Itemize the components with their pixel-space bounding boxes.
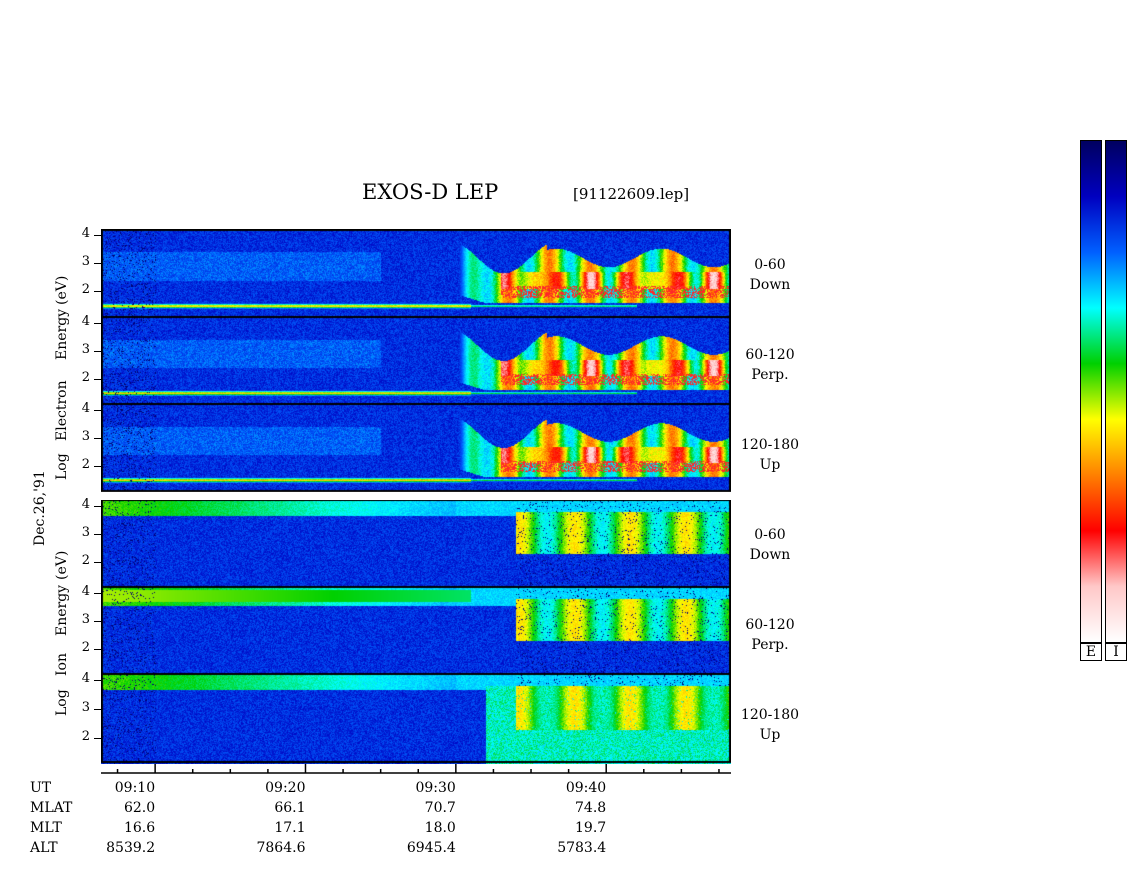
panel-label-i-up: 120-180 Up bbox=[740, 707, 800, 743]
orbit-cell-mlt: 19.7 bbox=[575, 820, 607, 836]
file-id: [91122609.lep] bbox=[573, 185, 690, 203]
y-tick-mark bbox=[94, 533, 101, 535]
electron-axis-log: Log bbox=[54, 453, 70, 480]
row-label-alt: ALT bbox=[30, 840, 58, 856]
y-tick-mark bbox=[94, 291, 101, 293]
y-tick-mark bbox=[94, 234, 101, 236]
y-tick-mark bbox=[94, 648, 101, 650]
orbit-cell-mlat: 66.1 bbox=[274, 800, 306, 816]
y-tick-mark bbox=[94, 409, 101, 411]
orbit-cell-mlt: 16.6 bbox=[123, 820, 156, 836]
orbit-cell-mlt: 18.0 bbox=[424, 820, 456, 836]
y-tick-label: 4 bbox=[81, 225, 90, 241]
orbit-cell-ut: 09:10 bbox=[114, 780, 156, 796]
y-tick-label: 4 bbox=[81, 670, 90, 686]
y-tick-mark bbox=[94, 561, 101, 563]
y-tick-label: 2 bbox=[81, 369, 90, 385]
y-tick-mark bbox=[94, 679, 101, 681]
ion-axis-unit: (eV) bbox=[54, 550, 70, 580]
orbit-cell-alt: 8539.2 bbox=[106, 840, 156, 856]
ion-axis-ion: Ion bbox=[54, 653, 70, 676]
y-tick-label: 4 bbox=[81, 313, 90, 329]
y-tick-label: 3 bbox=[81, 341, 90, 357]
orbit-cell-mlat: 70.7 bbox=[424, 800, 456, 816]
y-tick-mark bbox=[94, 350, 101, 352]
panel-label-i-perp: 60-120 Perp. bbox=[745, 617, 795, 653]
y-tick-mark bbox=[94, 378, 101, 380]
orbit-cell-alt: 7864.6 bbox=[256, 840, 306, 856]
y-tick-label: 3 bbox=[81, 254, 90, 270]
y-tick-label: 3 bbox=[81, 428, 90, 444]
orbit-cell-ut: 09:30 bbox=[415, 780, 456, 796]
row-label-ut: UT bbox=[30, 780, 52, 796]
y-tick-mark bbox=[94, 505, 101, 507]
orbit-cell-ut: 09:40 bbox=[565, 780, 607, 796]
orbit-cell-alt: 6945.4 bbox=[406, 840, 456, 856]
orbit-cell-mlat: 74.8 bbox=[575, 800, 607, 816]
y-tick-label: 3 bbox=[81, 699, 90, 715]
y-tick-label: 4 bbox=[81, 496, 90, 512]
y-tick-label: 2 bbox=[81, 639, 90, 655]
panel-label-e-up: 120-180 Up bbox=[740, 437, 800, 473]
orbit-cell-mlt: 17.1 bbox=[274, 820, 306, 836]
y-tick-label: 3 bbox=[81, 611, 90, 627]
electron-axis-electron: Electron bbox=[54, 380, 70, 441]
ion-axis-log: Log bbox=[54, 689, 70, 716]
y-tick-label: 2 bbox=[81, 552, 90, 568]
electron-axis-energy: Energy bbox=[54, 308, 70, 360]
y-tick-mark bbox=[94, 708, 101, 710]
y-tick-label: 4 bbox=[81, 400, 90, 416]
y-tick-label: 2 bbox=[81, 282, 90, 298]
y-tick-mark bbox=[94, 620, 101, 622]
y-tick-label: 2 bbox=[81, 456, 90, 472]
x-axis bbox=[101, 764, 731, 774]
panel-label-e-down: 0-60 Down bbox=[749, 257, 791, 293]
y-tick-mark bbox=[94, 592, 101, 594]
row-label-mlat: MLAT bbox=[30, 800, 73, 816]
colorbar-electron bbox=[1080, 140, 1102, 643]
chart-title: EXOS-D LEP bbox=[362, 180, 499, 204]
panel-label-i-down: 0-60 Down bbox=[749, 527, 791, 563]
y-tick-label: 2 bbox=[81, 728, 90, 744]
block-separator bbox=[101, 492, 731, 500]
y-tick-mark bbox=[94, 322, 101, 324]
ion-axis-energy: Energy bbox=[54, 584, 70, 636]
date-label: Dec.26,'91 bbox=[32, 470, 48, 546]
row-label-mlt: MLT bbox=[30, 820, 62, 836]
colorbar-ion bbox=[1105, 140, 1127, 643]
y-tick-mark bbox=[94, 437, 101, 439]
y-tick-mark bbox=[94, 737, 101, 739]
orbit-cell-alt: 5783.4 bbox=[557, 840, 607, 856]
y-tick-label: 3 bbox=[81, 524, 90, 540]
y-tick-label: 4 bbox=[81, 583, 90, 599]
colorbar-label-i: I bbox=[1105, 643, 1127, 661]
y-tick-mark bbox=[94, 263, 101, 265]
electron-axis-unit: (eV) bbox=[54, 275, 70, 305]
orbit-cell-mlat: 62.0 bbox=[123, 800, 156, 816]
orbit-cell-ut: 09:20 bbox=[265, 780, 306, 796]
colorbar-label-e: E bbox=[1080, 643, 1102, 661]
panel-label-e-perp: 60-120 Perp. bbox=[745, 347, 795, 383]
y-tick-mark bbox=[94, 465, 101, 467]
